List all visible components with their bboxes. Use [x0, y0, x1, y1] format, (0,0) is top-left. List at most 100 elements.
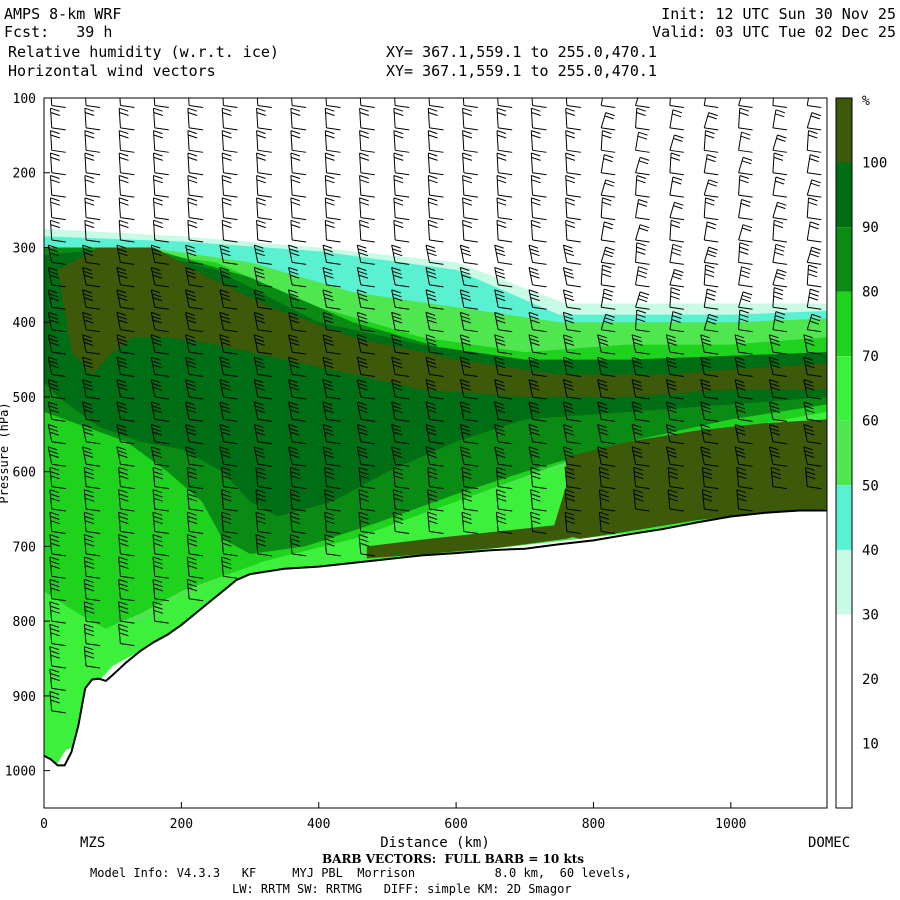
wind-barb	[669, 98, 684, 108]
wind-barb	[669, 176, 684, 198]
wind-barb	[83, 511, 101, 534]
wind-barb	[118, 534, 135, 557]
wind-barb	[528, 379, 547, 400]
wind-barb	[222, 98, 238, 108]
wind-barb	[152, 534, 169, 557]
wind-barb	[84, 130, 101, 153]
wind-barb	[391, 289, 410, 310]
wind-barb	[425, 446, 444, 467]
wind-barb	[49, 691, 66, 714]
y-axis: 100 200 300 400 500 600 700 800 900 1000	[5, 92, 50, 780]
wind-barb	[597, 446, 616, 467]
wind-barb	[288, 379, 307, 400]
wind-barb	[528, 267, 547, 288]
wind-barb	[528, 356, 547, 378]
wind-barb	[356, 244, 375, 265]
wind-barb	[188, 98, 204, 108]
terrain-fill	[44, 510, 827, 808]
wind-barb	[635, 131, 650, 153]
wind-barb	[597, 424, 616, 445]
wind-barb	[669, 219, 684, 243]
wind-barb	[322, 334, 341, 355]
wind-barb	[393, 197, 410, 221]
wind-barb	[288, 334, 307, 355]
wind-barb	[356, 446, 375, 467]
wind-barb	[496, 152, 513, 176]
wind-barb	[806, 313, 822, 333]
wind-barb	[256, 197, 272, 221]
colorbar-tick-label: 70	[862, 349, 879, 365]
wind-barb	[221, 152, 238, 176]
wind-barb	[528, 244, 547, 265]
wind-barb	[82, 401, 101, 422]
wind-barb	[322, 244, 341, 265]
wind-barb	[358, 489, 375, 512]
header-init: Init: 12 UTC Sun 30 Nov 25	[661, 5, 896, 23]
wind-barb	[459, 356, 478, 378]
wind-barb	[84, 219, 101, 243]
wind-barb	[49, 489, 66, 512]
wind-barb	[324, 534, 341, 557]
wind-barb	[600, 179, 616, 198]
wind-barb	[494, 424, 513, 445]
wind-barb	[530, 466, 547, 490]
wind-barb	[393, 152, 410, 176]
wind-barb	[118, 578, 135, 602]
wind-barb	[83, 556, 101, 579]
y-tick-label: 400	[13, 316, 36, 331]
wind-barb	[806, 112, 822, 131]
wind-barb	[290, 219, 307, 243]
wind-barb	[394, 98, 410, 108]
wind-barb	[187, 197, 204, 221]
wind-barb	[734, 424, 753, 445]
wind-barb	[736, 489, 753, 512]
y-tick-label: 300	[13, 241, 36, 256]
wind-barb	[47, 356, 66, 378]
wind-barb	[153, 130, 169, 153]
wind-barb	[425, 424, 444, 445]
wind-barb	[772, 311, 787, 333]
wind-barb	[185, 401, 204, 422]
wind-barb	[82, 334, 101, 355]
wind-barb	[635, 156, 650, 176]
wind-barb	[701, 466, 719, 490]
wind-barb	[700, 379, 719, 400]
wind-barb	[459, 424, 478, 445]
wind-barb	[221, 556, 238, 579]
wind-barb	[256, 175, 272, 198]
wind-barb	[50, 107, 66, 131]
wind-barb	[803, 334, 822, 355]
wind-barb	[391, 267, 410, 288]
wind-barb	[806, 98, 822, 108]
wind-barb	[50, 130, 66, 153]
wind-barb	[49, 534, 66, 557]
wind-barb	[289, 511, 307, 534]
wind-barb	[600, 246, 616, 265]
wind-barb	[495, 489, 513, 512]
plot-frame	[43, 97, 828, 809]
colorbar-swatch	[836, 614, 852, 679]
wind-barb	[47, 424, 66, 445]
wind-barb	[459, 446, 478, 467]
wind-barb	[256, 130, 272, 153]
wind-barb	[49, 511, 66, 534]
wind-barb	[290, 175, 307, 198]
wind-barb	[700, 446, 719, 467]
wind-barb	[631, 334, 650, 355]
wind-barb	[47, 446, 66, 467]
wind-barb	[255, 511, 272, 534]
wind-barb	[665, 401, 684, 422]
wind-barb	[49, 601, 66, 624]
wind-barb	[359, 152, 375, 176]
wind-barb	[734, 401, 753, 422]
wind-barb	[219, 334, 238, 355]
wind-barb	[669, 201, 684, 221]
colorbar-swatch	[836, 549, 852, 615]
wind-barb	[393, 175, 410, 198]
wind-barb	[806, 221, 822, 243]
wind-barb	[703, 288, 719, 310]
colorbar-swatch	[836, 743, 852, 808]
wind-barb	[562, 267, 581, 288]
wind-barb	[393, 107, 410, 131]
wind-barb	[806, 179, 822, 198]
